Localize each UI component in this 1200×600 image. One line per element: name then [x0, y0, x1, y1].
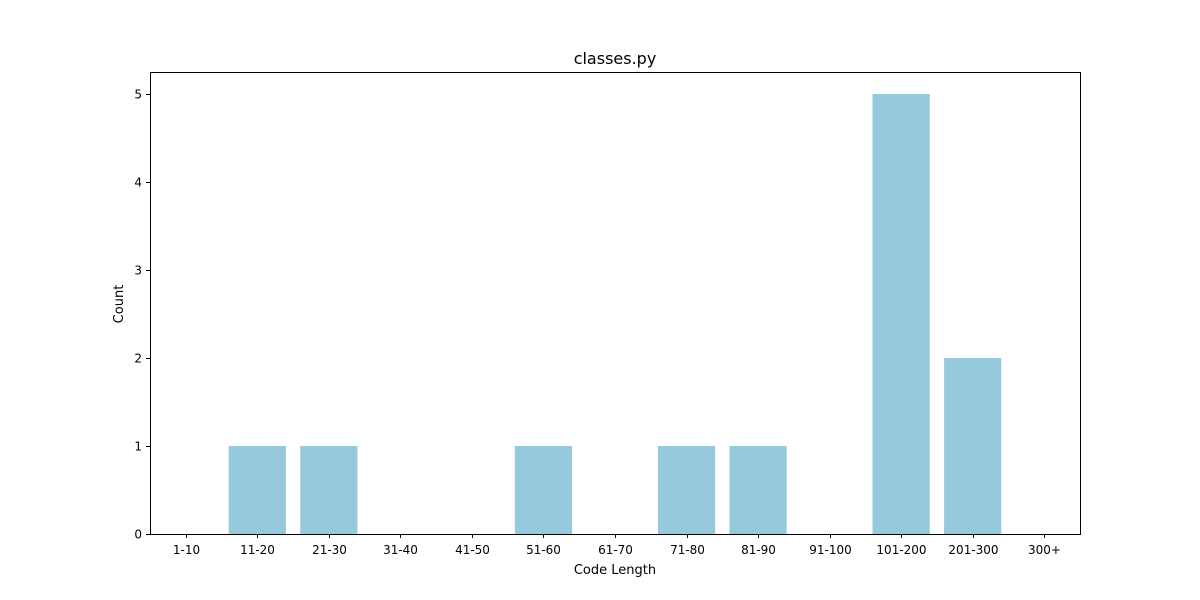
bar-101-200: [873, 94, 930, 534]
y-tick-label: 4: [134, 176, 142, 190]
x-tick-label: 21-30: [312, 543, 347, 557]
bar-21-30: [300, 446, 357, 534]
bars-group: [229, 94, 1002, 534]
plot-area-frame: [151, 73, 1081, 535]
y-axis: 0 1 2 3 4 5: [134, 88, 150, 542]
bar-11-20: [229, 446, 286, 534]
x-tick-label: 51-60: [526, 543, 561, 557]
x-tick-label: 81-90: [741, 543, 776, 557]
y-axis-label: Count: [112, 285, 127, 324]
x-tick-label: 300+: [1028, 543, 1061, 557]
x-axis: 1-10 11-20 21-30 31-40 41-50 51-60 61-70 71-80 8…: [173, 534, 1061, 557]
bar-81-90: [729, 446, 786, 534]
x-tick-label: 71-80: [670, 543, 705, 557]
y-tick-label: 5: [134, 88, 142, 102]
x-tick-label: 201-300: [948, 543, 998, 557]
y-tick-label: 2: [134, 352, 142, 366]
x-tick-label: 101-200: [876, 543, 926, 557]
y-tick-label: 3: [134, 264, 142, 278]
bar-201-300: [944, 358, 1001, 534]
bar-51-60: [515, 446, 572, 534]
y-tick-label: 0: [134, 528, 142, 542]
x-tick-label: 41-50: [455, 543, 490, 557]
x-tick-label: 61-70: [598, 543, 633, 557]
y-tick-label: 1: [134, 440, 142, 454]
x-axis-label: Code Length: [574, 563, 656, 578]
x-tick-label: 11-20: [240, 543, 275, 557]
bar-71-80: [658, 446, 715, 534]
chart-title: classes.py: [574, 49, 657, 68]
x-tick-label: 1-10: [173, 543, 200, 557]
x-tick-label: 91-100: [809, 543, 852, 557]
x-tick-label: 31-40: [383, 543, 418, 557]
